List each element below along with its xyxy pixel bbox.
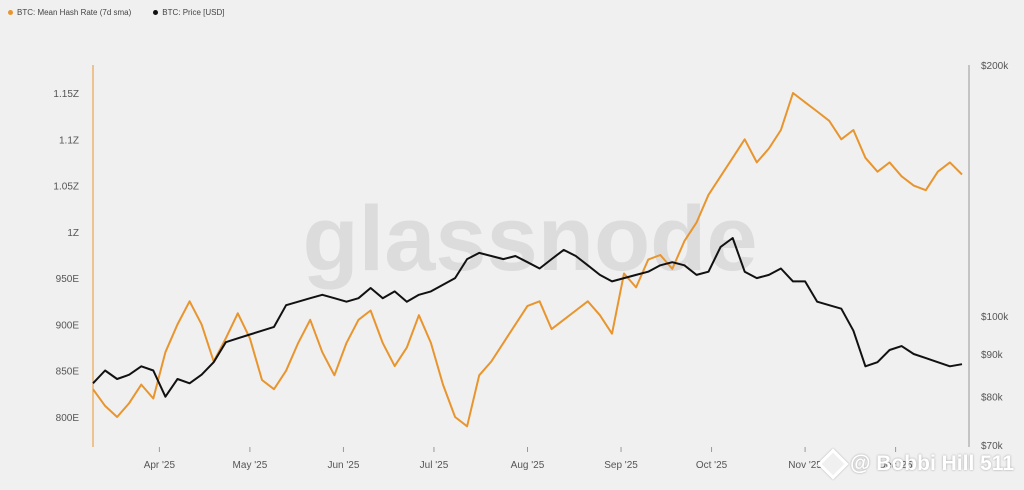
x-tick-label: Sep '25 [604, 460, 638, 471]
legend-label-hash-rate: BTC: Mean Hash Rate (7d sma) [17, 8, 132, 17]
right-tick-label: $90k [981, 350, 1004, 361]
legend-label-price: BTC: Price [USD] [162, 8, 225, 17]
left-tick-label: 950E [56, 274, 80, 285]
x-tick-label: Apr '25 [144, 460, 176, 471]
legend-dot-hash-rate [8, 10, 13, 15]
series-line-price [92, 237, 963, 398]
right-axis-ticks: $70k $80k $90k $100k $200k [981, 61, 1009, 452]
left-tick-label: 800E [56, 413, 80, 424]
x-tick-label: May '25 [233, 460, 268, 471]
diamond-logo-icon [817, 448, 849, 480]
left-axis-ticks: 800E 850E 900E 950E 1Z 1.05Z 1.1Z 1.15Z [53, 89, 79, 424]
author-name: @ Bobbi Hill 511 [849, 452, 1014, 475]
x-tick-label: Jul '25 [420, 460, 449, 471]
x-tick-label: Nov '25 [788, 460, 822, 471]
series-line-hash-rate [92, 92, 963, 428]
left-tick-label: 1.05Z [53, 182, 79, 193]
left-tick-label: 1.1Z [59, 135, 79, 146]
x-tick-label: Oct '25 [696, 460, 728, 471]
left-tick-label: 1Z [67, 228, 79, 239]
left-tick-label: 900E [56, 320, 80, 331]
author-watermark: @ Bobbi Hill 511 [817, 448, 1014, 480]
left-tick-label: 850E [56, 367, 80, 378]
legend: BTC: Mean Hash Rate (7d sma) BTC: Price … [8, 8, 225, 17]
legend-item-hash-rate[interactable]: BTC: Mean Hash Rate (7d sma) [8, 8, 131, 17]
watermark-text: glassnode [302, 188, 757, 290]
legend-dot-price [153, 10, 159, 15]
x-tick-label: Aug '25 [511, 460, 545, 471]
right-tick-label: $100k [981, 312, 1009, 323]
right-tick-label: $80k [981, 393, 1004, 404]
left-tick-label: 1.15Z [53, 89, 79, 100]
x-tick-label: Jun '25 [327, 460, 359, 471]
x-tick-label: Dec '25 [879, 460, 913, 471]
right-tick-label: $70k [981, 441, 1004, 452]
legend-item-price[interactable]: BTC: Price [USD] [153, 8, 225, 17]
x-axis-ticks: Apr '25 May '25 Jun '25 Jul '25 Aug '25 Sep '… [144, 447, 913, 471]
right-tick-label: $200k [981, 61, 1009, 72]
series-layer [92, 92, 963, 428]
